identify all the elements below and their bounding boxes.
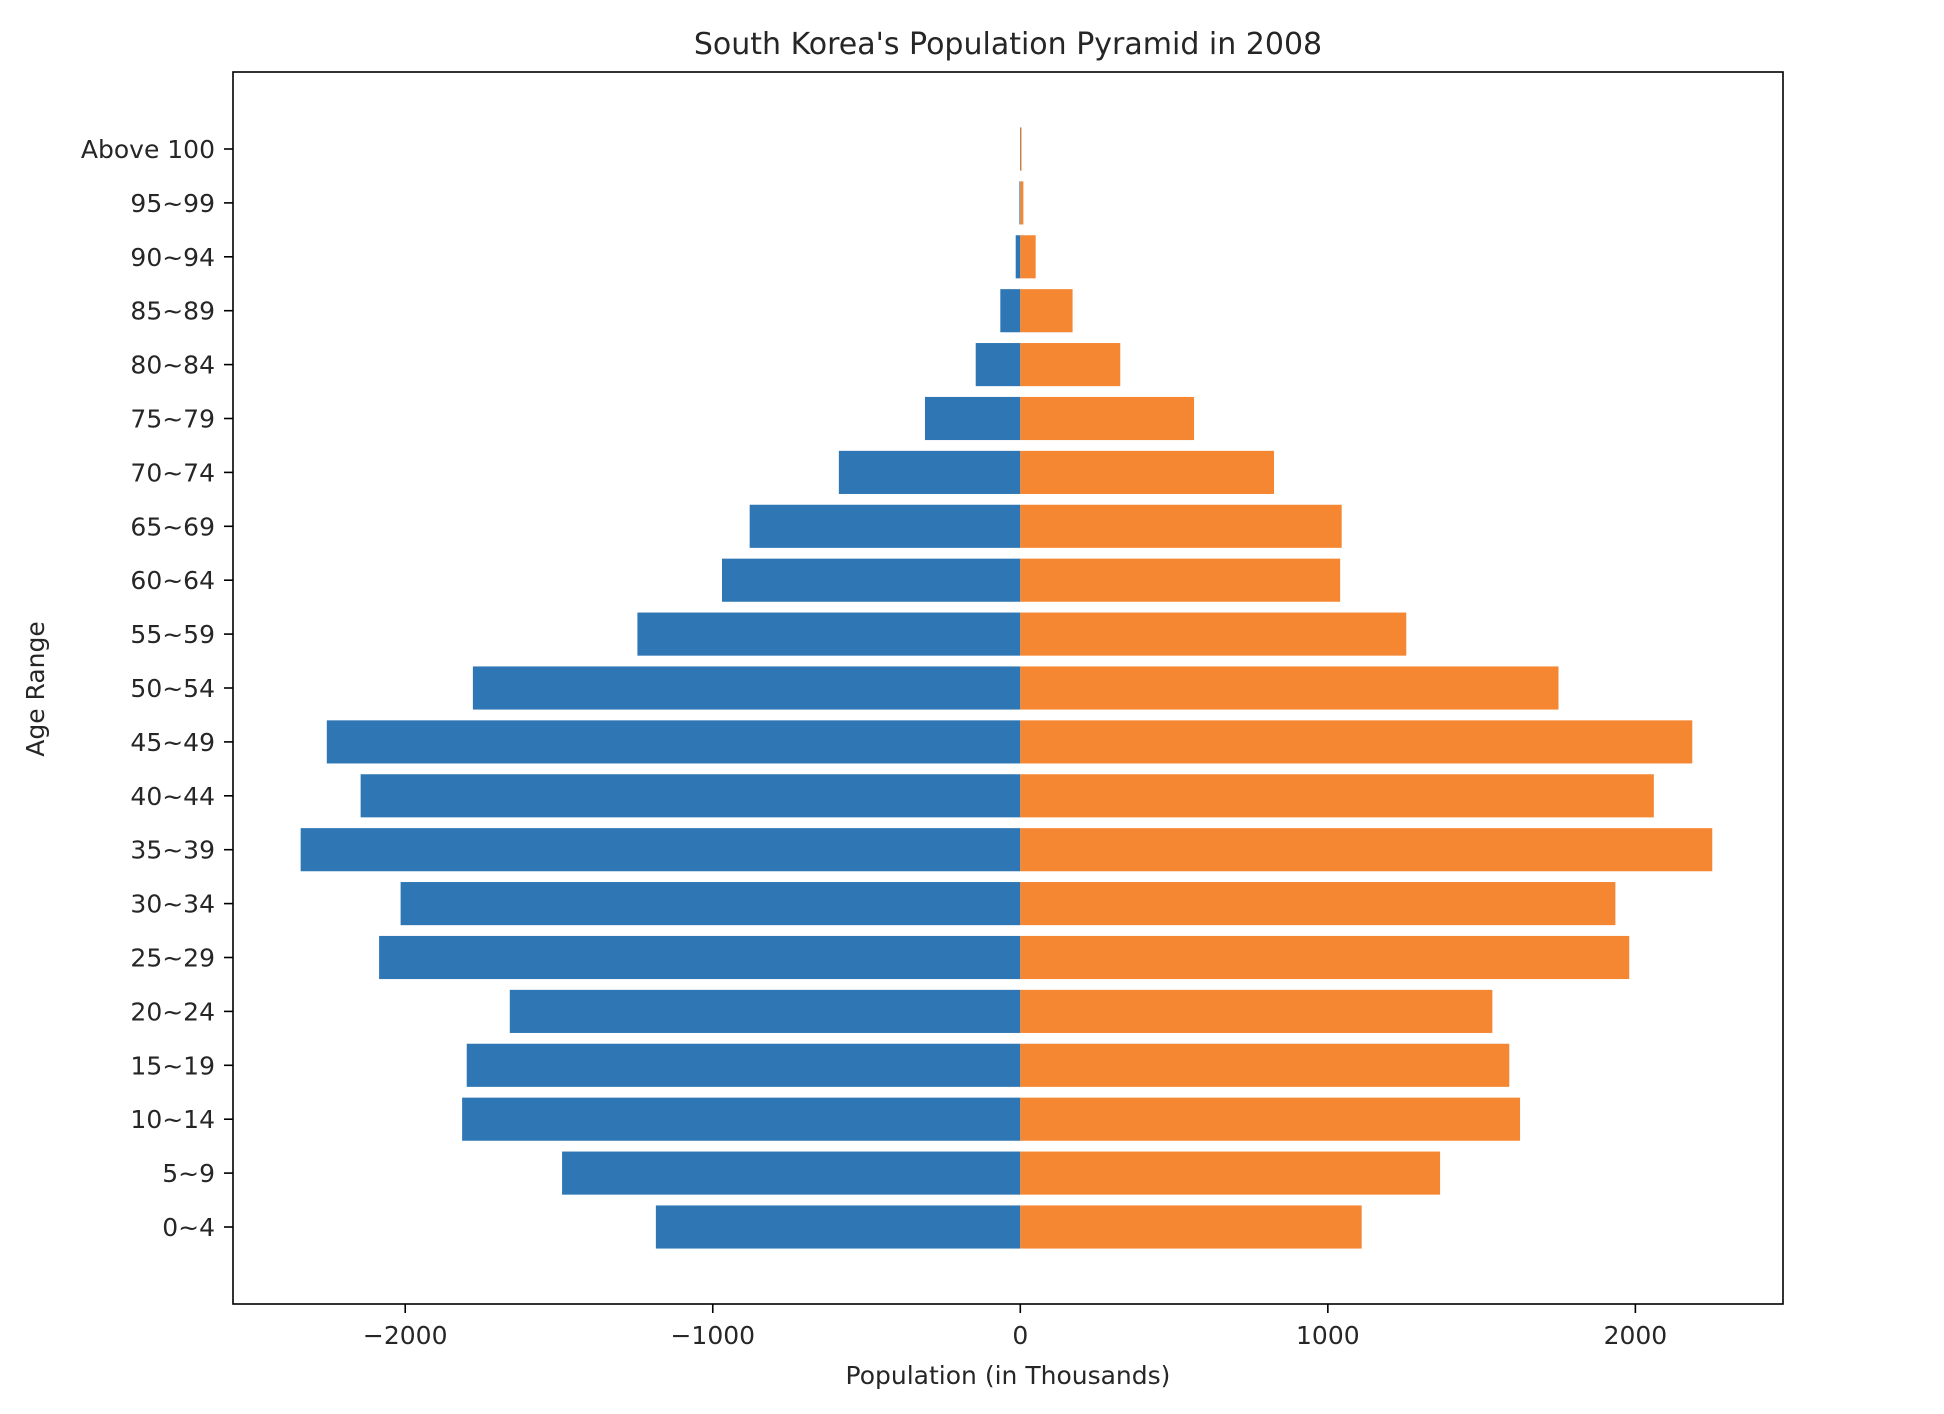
bar-series1-5-9: [562, 1151, 1021, 1195]
y-tick-label: 60~64: [130, 566, 215, 595]
bar-series1-10-14: [462, 1097, 1021, 1141]
bar-series2-55-59: [1020, 612, 1407, 656]
x-axis-label: Population (in Thousands): [846, 1361, 1171, 1390]
y-tick-label: 30~34: [130, 890, 215, 919]
bar-series1-0-4: [655, 1205, 1021, 1249]
y-tick-label: 15~19: [130, 1051, 215, 1080]
x-tick-label: −1000: [670, 1321, 755, 1350]
y-tick-label: 90~94: [130, 243, 215, 272]
y-tick-label: 80~84: [130, 351, 215, 380]
bar-series1-90-94: [1015, 235, 1021, 279]
x-tick-label: −2000: [363, 1321, 448, 1350]
bar-series2-65-69: [1020, 504, 1342, 548]
bar-series1-70-74: [838, 450, 1021, 494]
y-axis-label: Age Range: [21, 621, 50, 757]
y-tick-label: 85~89: [130, 297, 215, 326]
bar-series1-65-69: [749, 504, 1021, 548]
y-axis-ticks: 0~4 5~9 10~14 15~19 20~24 25~29 30~34 35~39 40~4…: [81, 135, 233, 1242]
bar-series1-55-59: [637, 612, 1021, 656]
y-tick-label: 55~59: [130, 620, 215, 649]
y-tick-label: 45~49: [130, 728, 215, 757]
x-axis-ticks: −2000 −1000 0 1000 2000: [363, 1304, 1667, 1350]
bar-series2-85-89: [1020, 289, 1073, 333]
bar-series2-90-94: [1020, 235, 1036, 279]
bar-series2-10-14: [1020, 1097, 1521, 1141]
bar-series1-25-29: [379, 935, 1021, 980]
bar-series1-45-49: [326, 720, 1021, 764]
y-tick-label: 40~44: [130, 782, 215, 811]
bar-series1-75-79: [924, 396, 1021, 441]
bar-series2-95-99: [1020, 181, 1024, 225]
x-tick-label: 2000: [1604, 1321, 1668, 1350]
bar-series2-60-64: [1020, 558, 1341, 602]
y-tick-label: 20~24: [130, 997, 215, 1026]
y-tick-label: 75~79: [130, 405, 215, 434]
y-tick-label: 25~29: [130, 944, 215, 973]
bar-series2-0-4: [1020, 1205, 1362, 1249]
y-tick-label: 10~14: [130, 1105, 215, 1134]
bar-series1-85-89: [1000, 289, 1021, 333]
bars-group: [300, 127, 1713, 1249]
y-tick-label: Above 100: [81, 135, 215, 164]
y-tick-label: 0~4: [162, 1213, 215, 1242]
bar-series2-45-49: [1020, 720, 1693, 764]
bar-series2-70-74: [1020, 450, 1275, 494]
y-tick-label: 65~69: [130, 512, 215, 541]
y-tick-label: 70~74: [130, 458, 215, 487]
bar-series2-30-34: [1020, 882, 1616, 926]
bar-series1-30-34: [400, 882, 1021, 926]
y-tick-label: 95~99: [130, 189, 215, 218]
bar-series1-50-54: [472, 666, 1021, 710]
plot-frame: [232, 71, 1784, 1305]
bar-series2-15-19: [1020, 1043, 1510, 1087]
bar-series1-20-24: [509, 989, 1021, 1033]
bar-series2-75-79: [1020, 396, 1195, 441]
bar-series2-above-100: [1020, 127, 1022, 171]
bar-series2-25-29: [1020, 935, 1630, 980]
y-tick-label: 50~54: [130, 674, 215, 703]
x-tick-label: 0: [1012, 1321, 1028, 1350]
x-tick-label: 1000: [1296, 1321, 1360, 1350]
bar-series1-60-64: [721, 558, 1021, 602]
bar-series2-5-9: [1020, 1151, 1441, 1195]
y-tick-label: 5~9: [162, 1159, 215, 1188]
bar-series2-50-54: [1020, 666, 1559, 710]
bar-series2-80-84: [1020, 343, 1121, 387]
y-tick-label: 35~39: [130, 836, 215, 865]
bar-series2-35-39: [1020, 828, 1713, 872]
bar-series1-15-19: [466, 1043, 1021, 1087]
bar-series1-95-99: [1019, 181, 1021, 225]
bar-series1-35-39: [300, 828, 1021, 872]
bar-series2-40-44: [1020, 774, 1654, 818]
chart-title: South Korea's Population Pyramid in 2008: [694, 27, 1322, 62]
bar-series1-80-84: [975, 343, 1021, 387]
bar-series2-20-24: [1020, 989, 1493, 1033]
bar-series1-40-44: [360, 774, 1021, 818]
